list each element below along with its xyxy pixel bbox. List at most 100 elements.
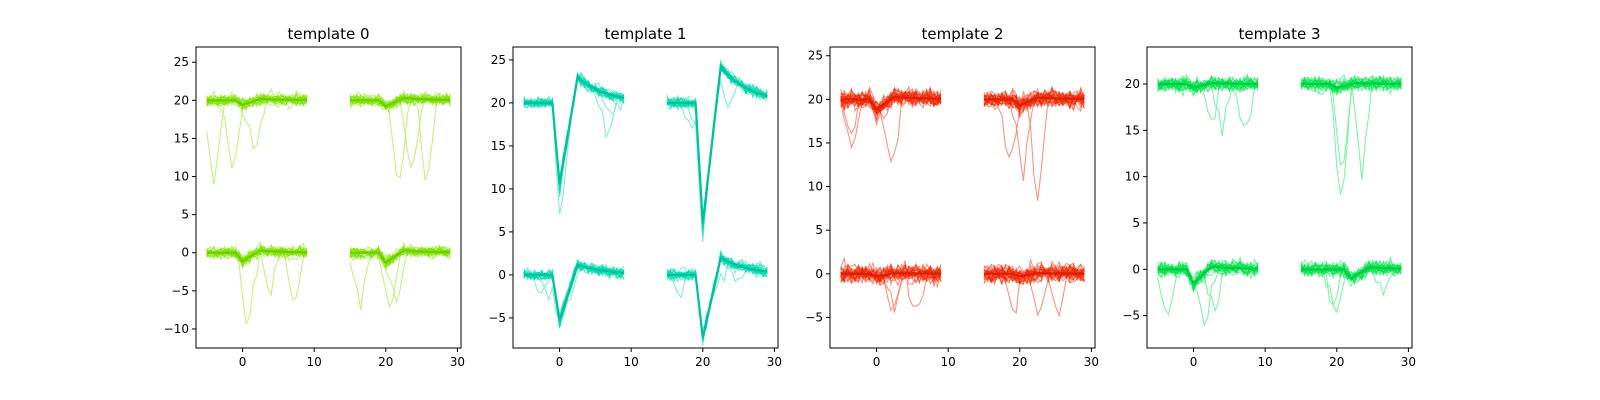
panel-title: template 0	[287, 25, 369, 43]
mean-waveform	[350, 96, 451, 108]
y-tick-label: 5	[498, 225, 506, 239]
chart-panel-0: 0 10 20 30 −10 −5 0 5 10 15 20 25 template 0	[164, 25, 465, 369]
x-tick-label: 30	[767, 355, 782, 369]
mean-waveform	[523, 74, 625, 185]
y-tick-label: 15	[174, 131, 189, 145]
x-tick-label: 20	[1329, 355, 1344, 369]
mean-waveform	[1157, 81, 1258, 89]
y-tick-label: 10	[174, 170, 189, 184]
x-tick-label: 0	[873, 355, 881, 369]
traces	[840, 84, 1085, 318]
y-tick-label: 15	[808, 136, 823, 150]
channel-1	[349, 89, 451, 181]
x-tick-label: 30	[450, 355, 465, 369]
traces	[206, 87, 451, 326]
x-tick-label: 0	[556, 355, 564, 369]
x-tick-label: 10	[1258, 355, 1273, 369]
channel-1	[983, 84, 1085, 201]
y-tick-label: 10	[1125, 170, 1140, 184]
y-tick-label: −5	[805, 310, 823, 324]
waveform-trace	[840, 266, 942, 284]
waveform-trace	[1157, 76, 1259, 94]
waveform-trace	[206, 95, 308, 107]
y-tick-label: 0	[498, 268, 506, 282]
mean-waveform	[840, 95, 941, 112]
y-tick-label: 20	[808, 92, 823, 106]
mean-waveform	[840, 271, 941, 278]
y-tick-label: 5	[815, 223, 823, 237]
axes-frame	[829, 46, 1096, 349]
mean-waveform	[1157, 265, 1258, 286]
x-tick-label: 20	[378, 355, 393, 369]
mean-waveform	[1301, 266, 1402, 280]
channel-0	[206, 87, 308, 185]
channel-1	[666, 59, 768, 243]
panel-title: template 1	[604, 25, 686, 43]
channel-2	[206, 240, 308, 326]
y-tick-label: 0	[181, 246, 189, 260]
chart-panel-2: 0 10 20 30 −5 0 5 10 15 20 25 template 2	[805, 25, 1099, 369]
channel-0	[523, 71, 625, 215]
channel-2	[1157, 255, 1259, 327]
y-tick-label: 10	[808, 180, 823, 194]
y-tick-label: 0	[815, 267, 823, 281]
traces	[523, 59, 768, 346]
y-tick-label: 20	[174, 93, 189, 107]
x-tick-label: 20	[1012, 355, 1027, 369]
y-tick-label: −5	[488, 311, 506, 325]
panel-title: template 3	[1238, 25, 1320, 43]
y-tick-label: −5	[171, 284, 189, 298]
y-tick-label: 5	[1132, 216, 1140, 230]
y-tick-label: 0	[1132, 262, 1140, 276]
panels: 0 10 20 30 −10 −5 0 5 10 15 20 25 template 0 0 10 20 30 −…	[164, 25, 1416, 369]
mean-waveform	[984, 96, 1085, 107]
mean-waveform	[667, 64, 768, 224]
y-tick-label: 5	[181, 208, 189, 222]
waveform-trace	[840, 92, 942, 115]
x-tick-label: 30	[1084, 355, 1099, 369]
mean-waveform	[984, 271, 1085, 278]
waveform-trace	[983, 91, 1085, 112]
channel-1	[1300, 73, 1402, 195]
waveform-trace	[840, 90, 942, 117]
chart-panel-1: 0 10 20 30 −5 0 5 10 15 20 25 template 1	[488, 25, 782, 369]
mean-waveform	[350, 249, 451, 265]
y-tick-label: 20	[491, 96, 506, 110]
y-tick-label: 15	[1125, 123, 1140, 137]
axes-frame	[1146, 46, 1413, 349]
chart-panel-3: 0 10 20 30 −5 0 5 10 15 20 template 3	[1122, 25, 1416, 369]
x-tick-label: 20	[695, 355, 710, 369]
waveform-trace	[206, 93, 308, 106]
mean-waveform	[206, 97, 307, 107]
y-tick-label: 25	[808, 49, 823, 63]
y-tick-label: 10	[491, 182, 506, 196]
waveform-trace	[1157, 264, 1259, 288]
waveform-trace	[983, 263, 1085, 285]
axes-frame	[195, 46, 462, 349]
traces	[1157, 72, 1402, 327]
x-tick-label: 0	[239, 355, 247, 369]
channel-2	[840, 257, 942, 313]
mean-waveform	[523, 263, 625, 321]
channel-3	[666, 250, 768, 346]
x-tick-label: 10	[941, 355, 956, 369]
y-tick-label: −5	[1122, 309, 1140, 323]
waveform-trace	[349, 246, 451, 266]
channel-3	[983, 257, 1085, 318]
channel-3	[349, 241, 451, 311]
channel-2	[523, 258, 625, 329]
y-tick-label: 20	[1125, 77, 1140, 91]
mean-waveform	[1301, 81, 1402, 89]
x-tick-label: 0	[1190, 355, 1198, 369]
y-tick-label: 25	[491, 53, 506, 67]
mean-waveform	[206, 249, 307, 263]
y-tick-label: 25	[174, 55, 189, 69]
panel-title: template 2	[921, 25, 1003, 43]
y-tick-label: 15	[491, 139, 506, 153]
x-tick-label: 10	[624, 355, 639, 369]
waveform-trace	[1300, 76, 1402, 92]
mean-waveform	[667, 256, 768, 338]
axes-frame	[512, 46, 779, 349]
